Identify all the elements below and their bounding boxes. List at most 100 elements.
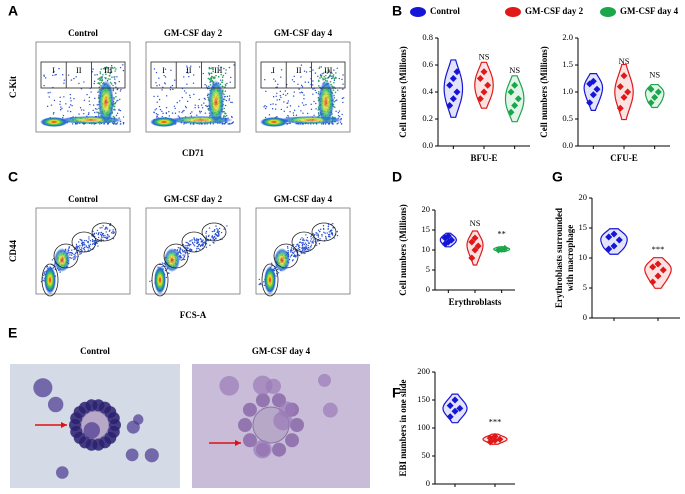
- dot: [122, 69, 125, 72]
- dot: [298, 254, 301, 257]
- dot: [183, 256, 186, 258]
- dot: [276, 99, 278, 101]
- dot: [107, 78, 110, 80]
- dot: [100, 233, 102, 236]
- dot: [291, 251, 294, 254]
- density: [40, 222, 117, 297]
- dot: [297, 246, 300, 248]
- dot: [214, 232, 217, 235]
- dot: [198, 243, 201, 246]
- dot: [162, 112, 164, 115]
- dot: [116, 88, 118, 91]
- x-axis-label: CD71: [182, 148, 204, 158]
- dot: [115, 123, 118, 125]
- dot: [97, 232, 100, 235]
- dot: [309, 248, 311, 250]
- dot: [331, 123, 334, 125]
- dot: [299, 92, 301, 94]
- dot: [193, 241, 196, 243]
- dot: [330, 231, 332, 233]
- dot: [335, 72, 337, 74]
- dot: [208, 66, 211, 69]
- dot: [292, 259, 294, 261]
- dot: [231, 122, 234, 124]
- dot: [102, 232, 105, 235]
- arrow-head: [61, 422, 67, 428]
- dot: [299, 241, 302, 243]
- dot: [233, 64, 235, 66]
- dot: [227, 123, 229, 125]
- dot: [230, 101, 232, 103]
- dot: [79, 253, 81, 255]
- dot: [112, 89, 115, 92]
- dot: [95, 232, 98, 234]
- dot: [102, 225, 104, 227]
- dot: [324, 70, 327, 73]
- dot: [304, 242, 307, 244]
- dot: [78, 82, 80, 85]
- dot: [313, 238, 315, 240]
- dot: [298, 246, 301, 249]
- dot: [91, 71, 94, 73]
- data-point: [484, 81, 492, 89]
- dot: [193, 238, 195, 240]
- dot: [118, 108, 120, 111]
- dot: [112, 229, 114, 231]
- dot: [322, 227, 325, 230]
- cell: [126, 420, 140, 434]
- dot: [302, 246, 304, 248]
- dot: [223, 228, 225, 230]
- dot: [191, 111, 193, 113]
- dot: [289, 249, 292, 252]
- dot: [229, 81, 231, 83]
- dot: [89, 243, 92, 246]
- dot: [327, 225, 330, 228]
- dot: [97, 111, 100, 114]
- dot: [92, 230, 94, 233]
- dot: [62, 114, 65, 117]
- data-point: [620, 93, 628, 101]
- dot: [156, 116, 158, 118]
- dot: [59, 100, 61, 103]
- dot: [114, 92, 117, 95]
- dot: [188, 75, 190, 78]
- panel-label: F: [392, 385, 401, 401]
- dot: [279, 94, 282, 97]
- dot: [102, 67, 105, 70]
- dot: [208, 227, 211, 229]
- dot: [94, 111, 96, 114]
- dot: [104, 236, 106, 239]
- dot: [80, 109, 83, 111]
- dot: [88, 238, 90, 240]
- dot: [82, 248, 85, 250]
- dot: [287, 114, 289, 117]
- data-point: [511, 81, 519, 89]
- dot: [79, 107, 82, 109]
- dot: [317, 229, 320, 231]
- dot: [154, 109, 156, 111]
- dot: [112, 122, 114, 125]
- dot: [149, 280, 151, 283]
- dot: [71, 123, 74, 125]
- dot: [331, 77, 334, 79]
- dot: [114, 123, 117, 125]
- dot: [93, 232, 96, 235]
- dot: [304, 252, 306, 255]
- cell: [33, 378, 53, 398]
- dot: [83, 248, 86, 251]
- data-point: [501, 244, 509, 252]
- dot: [89, 103, 91, 106]
- dot: [319, 238, 321, 240]
- y-tick-label: 100: [417, 422, 430, 432]
- dot: [280, 108, 283, 111]
- erythroblast: [285, 433, 300, 448]
- dot: [100, 238, 102, 240]
- gate: [53, 243, 79, 269]
- dot: [107, 234, 109, 236]
- dot: [336, 230, 338, 233]
- y-axis-label: CD44: [8, 240, 18, 262]
- dot: [201, 243, 204, 245]
- x-axis-label: Erythroblasts: [449, 297, 502, 307]
- dot: [68, 106, 71, 108]
- dot: [87, 249, 89, 251]
